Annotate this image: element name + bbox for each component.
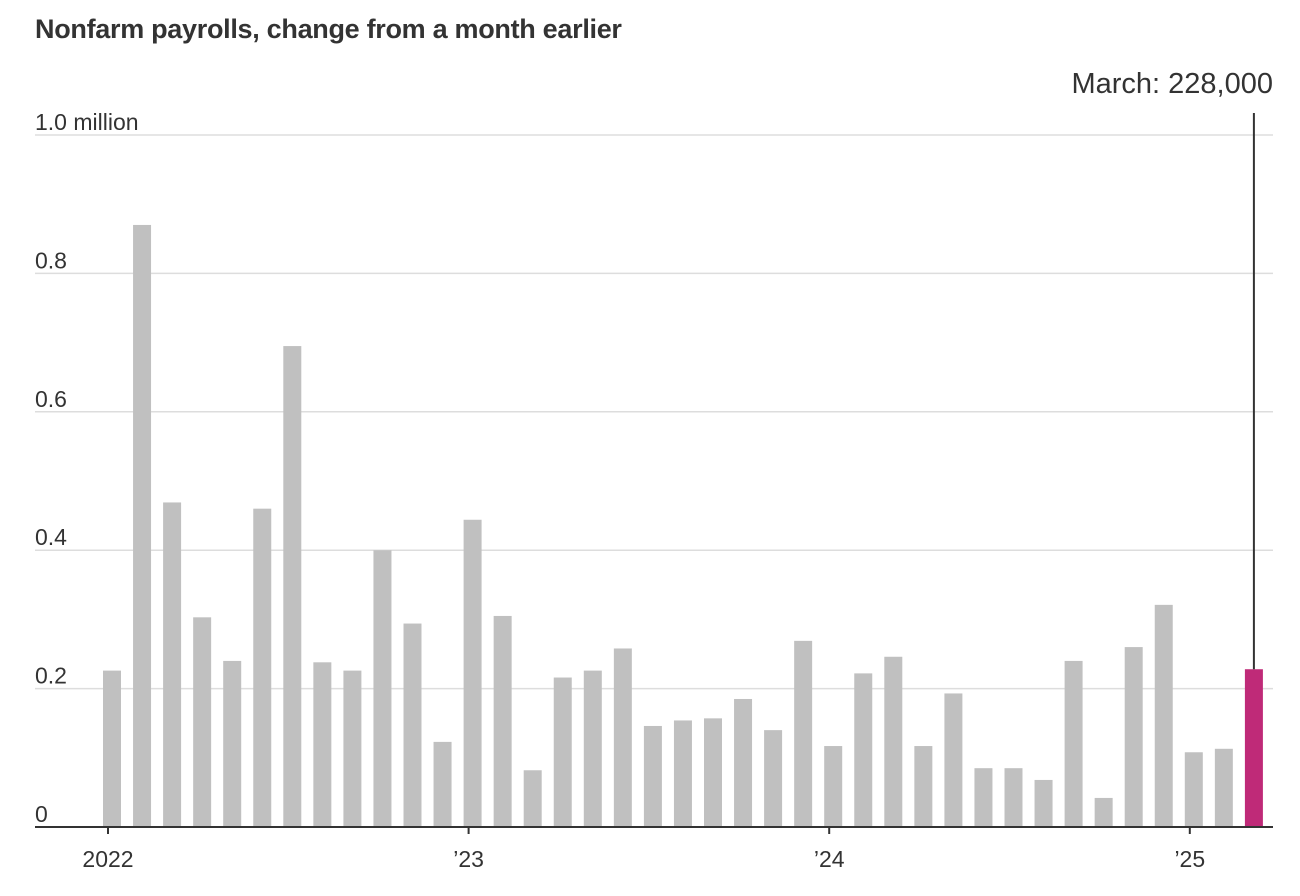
bar (794, 640, 813, 827)
bar (1184, 752, 1203, 827)
bar (734, 698, 753, 827)
bar (223, 660, 242, 827)
bar (313, 662, 332, 827)
bar (493, 615, 512, 827)
callout-label: March: 228,000 (1071, 68, 1273, 100)
bar (884, 656, 903, 827)
bar (193, 617, 212, 827)
gridlines (35, 134, 1273, 690)
x-tick-label: ’25 (1174, 846, 1205, 872)
bar (133, 224, 152, 827)
bar (944, 693, 963, 827)
x-axis: 2022 ’23 ’24 ’25 (35, 826, 1273, 872)
y-tick-label: 0.4 (35, 524, 67, 550)
bar (463, 519, 482, 827)
bar (764, 730, 783, 827)
bar (343, 670, 362, 827)
bar (433, 741, 452, 827)
bar (1154, 604, 1173, 827)
bar (403, 623, 422, 827)
bar (1124, 647, 1143, 827)
bar (824, 746, 843, 827)
bar (373, 550, 392, 827)
bar (1244, 669, 1263, 827)
x-tick-label: ’24 (814, 846, 845, 872)
y-axis-labels: 1.0 million 0.8 0.6 0.4 0.2 0 (35, 109, 139, 827)
bar (583, 670, 602, 827)
y-tick-label: 0 (35, 801, 48, 827)
bar (974, 768, 993, 827)
bar (103, 670, 121, 827)
highlight-callout: March: 228,000 (1071, 68, 1273, 670)
bar (613, 648, 632, 827)
bar (283, 346, 302, 827)
bar (523, 770, 542, 827)
bar (1034, 779, 1053, 827)
bar (1214, 748, 1233, 827)
y-tick-label: 1.0 million (35, 109, 139, 135)
bar (704, 718, 722, 827)
chart-title: Nonfarm payrolls, change from a month ea… (35, 14, 622, 44)
bar (914, 746, 933, 827)
bar (163, 502, 182, 827)
bar (1094, 797, 1113, 827)
bar (553, 677, 572, 827)
bar (673, 720, 692, 827)
bar (1064, 660, 1083, 827)
bar (854, 673, 873, 827)
x-tick-label: 2022 (82, 846, 133, 872)
bar (253, 508, 272, 827)
y-tick-label: 0.6 (35, 386, 67, 412)
x-tick-label: ’23 (453, 846, 484, 872)
y-tick-label: 0.2 (35, 663, 67, 689)
y-tick-label: 0.8 (35, 247, 67, 273)
bar (1004, 768, 1023, 827)
bars (103, 224, 1263, 827)
bar (643, 725, 662, 827)
